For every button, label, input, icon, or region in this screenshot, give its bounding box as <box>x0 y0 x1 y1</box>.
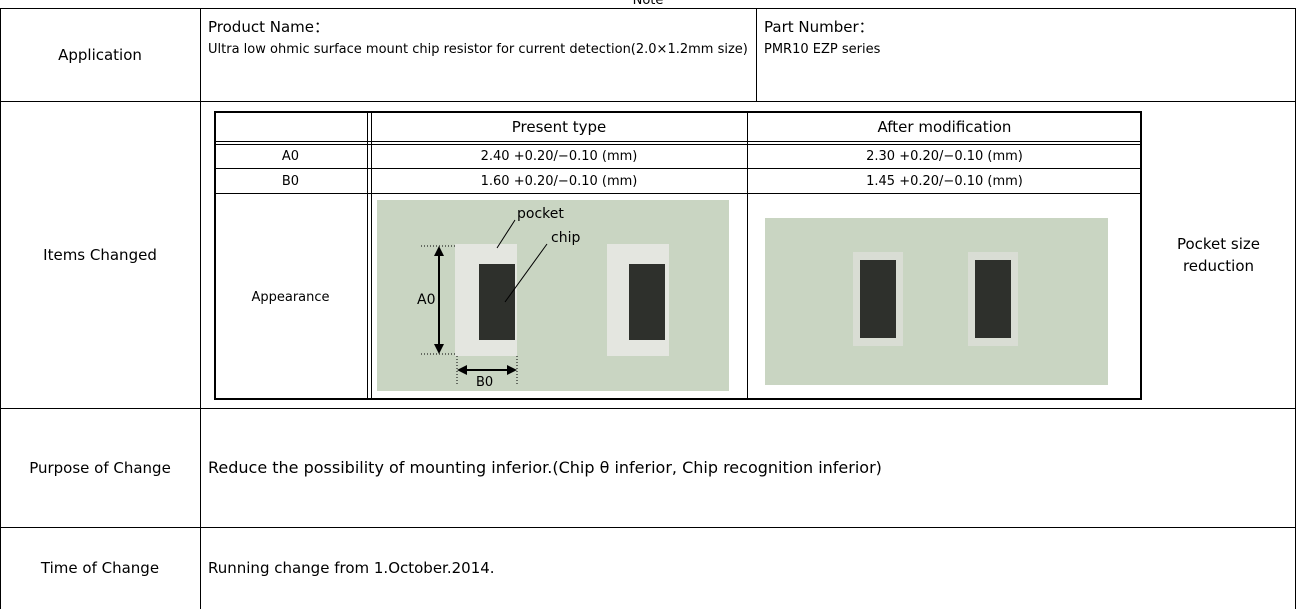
annotation: A0 <box>417 292 435 308</box>
cell: A0 <box>214 145 367 168</box>
cell: B0 <box>214 169 367 193</box>
photo-present: pocket chip A0 B0 <box>377 200 729 391</box>
column-header: After modification <box>747 111 1142 142</box>
field-value: PMR10 EZP series <box>764 40 880 60</box>
photo-after <box>765 218 1108 385</box>
row-label: Purpose of Change <box>0 408 200 527</box>
row-label: Time of Change <box>0 527 200 609</box>
border <box>367 111 368 400</box>
column-header: Present type <box>371 111 747 142</box>
cell: Appearance <box>214 194 367 400</box>
row-value: Running change from 1.October.2014. <box>208 527 495 609</box>
cell: 2.40 +0.20/−0.10 (mm) <box>371 145 747 168</box>
note-title: Note <box>600 0 696 8</box>
page: Note Application Product Name： Ultra low… <box>0 0 1296 609</box>
cell: 1.45 +0.20/−0.10 (mm) <box>747 169 1142 193</box>
row-label: Application <box>0 8 200 101</box>
annotation: B0 <box>476 375 493 390</box>
cell: 2.30 +0.20/−0.10 (mm) <box>747 145 1142 168</box>
row-value: Reduce the possibility of mounting infer… <box>208 408 882 527</box>
row-label: Items Changed <box>0 101 200 408</box>
field-label: Part Number： <box>764 16 874 37</box>
annotation: pocket <box>517 206 564 222</box>
cell: 1.60 +0.20/−0.10 (mm) <box>371 169 747 193</box>
border <box>200 8 201 609</box>
annotation: chip <box>551 230 580 246</box>
remark: Pocket size reduction <box>1142 101 1295 408</box>
field-label: Product Name： <box>208 16 329 37</box>
border <box>756 8 757 101</box>
field-value: Ultra low ohmic surface mount chip resis… <box>208 40 753 60</box>
